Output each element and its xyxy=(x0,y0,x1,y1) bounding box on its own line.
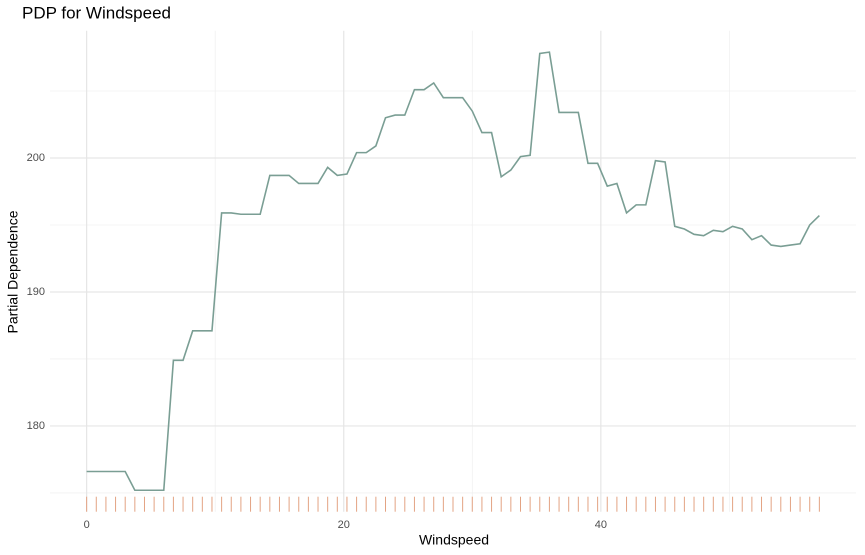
x-tick-label: 0 xyxy=(84,519,90,531)
x-tick-label: 40 xyxy=(595,519,607,531)
y-tick-label: 200 xyxy=(27,152,45,164)
y-tick-label: 190 xyxy=(27,286,45,298)
chart-title: PDP for Windspeed xyxy=(22,3,171,22)
x-tick-label: 20 xyxy=(338,519,350,531)
y-tick-label: 180 xyxy=(27,420,45,432)
y-axis-title: Partial Dependence xyxy=(5,210,21,333)
x-axis-title: Windspeed xyxy=(419,532,489,548)
pdp-line xyxy=(86,51,820,492)
